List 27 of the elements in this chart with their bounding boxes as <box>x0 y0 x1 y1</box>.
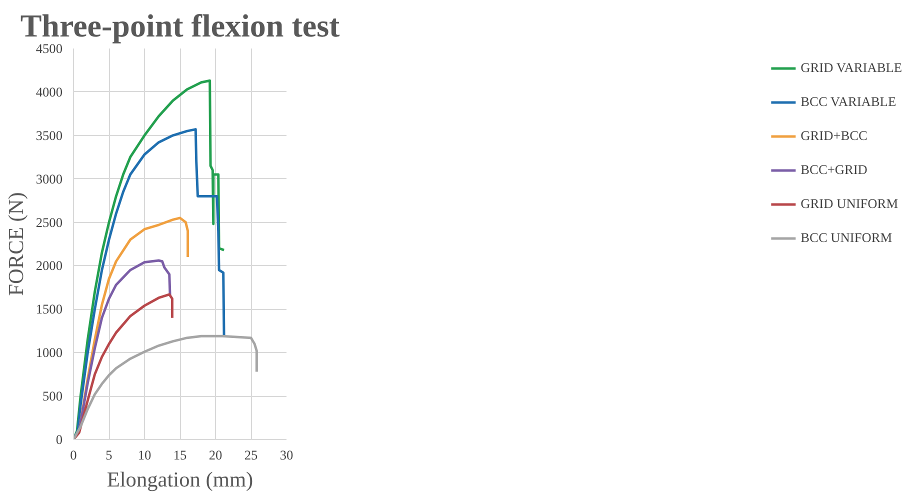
x-axis-title: Elongation (mm) <box>106 468 254 492</box>
legend-label: GRID UNIFORM <box>800 196 898 212</box>
chart-title: Three-point flexion test <box>20 8 340 44</box>
x-tick-label: 5 <box>106 448 113 462</box>
x-tick-label: 30 <box>280 448 294 462</box>
y-tick-label: 3000 <box>36 171 63 186</box>
y-tick-label: 500 <box>42 388 63 404</box>
legend-label: BCC VARIABLE <box>800 94 896 110</box>
x-tick-label: 25 <box>244 448 258 462</box>
legend-label: GRID+BCC <box>800 128 868 144</box>
y-tick-label: 1500 <box>36 302 63 317</box>
x-tick-label: 0 <box>70 448 78 462</box>
y-tick-label: 4500 <box>36 41 63 56</box>
x-tick-label: 15 <box>173 448 187 462</box>
y-axis-title: FORCE (N) <box>4 192 28 296</box>
y-tick-label: 1000 <box>36 345 63 360</box>
y-tick-label: 3500 <box>36 128 63 143</box>
y-tick-label: 2500 <box>36 214 63 230</box>
legend-label: GRID VARIABLE <box>800 60 902 76</box>
legend-label: BCC+GRID <box>800 162 868 178</box>
y-tick-label: 0 <box>56 432 63 447</box>
line-series <box>74 334 258 440</box>
y-tick-label: 4000 <box>36 84 63 100</box>
x-tick-label: 20 <box>208 448 222 462</box>
y-tick-label: 2000 <box>36 258 63 274</box>
legend-label: BCC UNIFORM <box>800 230 892 246</box>
x-tick-label: 10 <box>138 448 152 462</box>
